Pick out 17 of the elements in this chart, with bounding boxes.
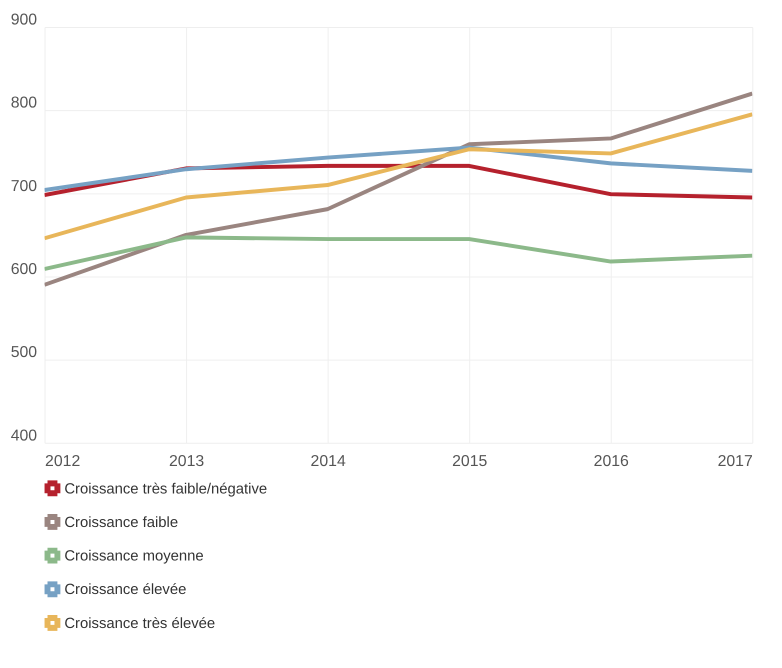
x-tick-label: 2017 [718,453,753,470]
x-tick-label: 2013 [168,453,204,470]
y-tick-label: 400 [10,427,38,444]
y-tick-label: 600 [10,261,38,278]
x-tick-label: 2014 [310,453,346,470]
x-tick-label: 2012 [45,453,80,470]
y-tick-label: 800 [10,94,38,112]
y-tick-label: 700 [10,178,38,195]
x-tick-label: 2015 [452,453,488,470]
y-tick-label: 500 [10,344,38,362]
legend-label: Croissance moyenne [64,548,204,565]
legend-label: Croissance faible [64,514,178,531]
legend-label: Croissance très élevée [64,616,216,632]
legend-label: Croissance élevée [64,582,186,598]
y-tick-label: 900 [10,12,38,29]
x-tick-label: 2016 [594,453,630,470]
legend-label: Croissance très faible/négative [64,481,268,498]
